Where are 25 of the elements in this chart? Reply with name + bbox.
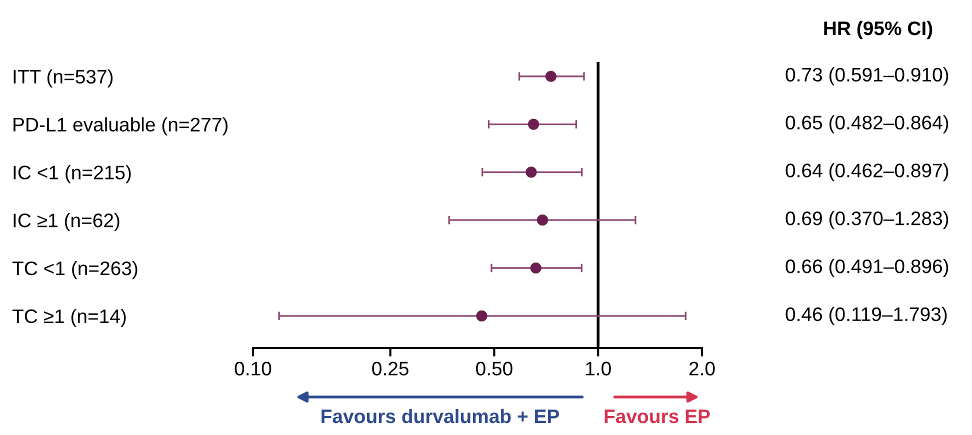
data-label: 0.66 (0.491–0.896) bbox=[786, 258, 948, 278]
data-label: 0.69 (0.370–1.283) bbox=[786, 211, 948, 230]
y-tick-label: ITT (n=537) bbox=[14, 69, 113, 88]
x-tick-label: 0.25 bbox=[372, 362, 408, 376]
point bbox=[530, 262, 542, 274]
y-tick-label: TC <1 (n=263) bbox=[12, 260, 138, 280]
y-tick-label: IC ≥1 (n=62) bbox=[14, 213, 120, 232]
data-label: 0.73 (0.591–0.910) bbox=[786, 67, 948, 86]
text: Favours durvalumab + EP bbox=[322, 408, 560, 424]
x-tick-label: 0.50 bbox=[476, 362, 512, 376]
x-tick-label: 2.0 bbox=[689, 362, 715, 376]
x-tick-label: 1.0 bbox=[586, 362, 611, 376]
y-tick-label: PD-L1 evaluable (n=277) bbox=[14, 117, 228, 136]
x-tick-label: 0.10 bbox=[234, 362, 272, 376]
point bbox=[528, 118, 540, 130]
point bbox=[536, 214, 548, 226]
text: Favours EP bbox=[604, 410, 710, 424]
point bbox=[476, 310, 488, 322]
y-tick-label: IC <1 (n=215) bbox=[14, 165, 131, 184]
y-tick-label: TC ≥1 (n=14) bbox=[12, 308, 126, 327]
point bbox=[526, 166, 537, 178]
data-label: 0.46 (0.119–1.793) bbox=[786, 306, 947, 325]
data-label: 0.64 (0.462–0.897) bbox=[786, 163, 948, 182]
text: HR (95% CI) bbox=[824, 20, 932, 40]
data-label: 0.65 (0.482–0.864) bbox=[786, 115, 948, 134]
